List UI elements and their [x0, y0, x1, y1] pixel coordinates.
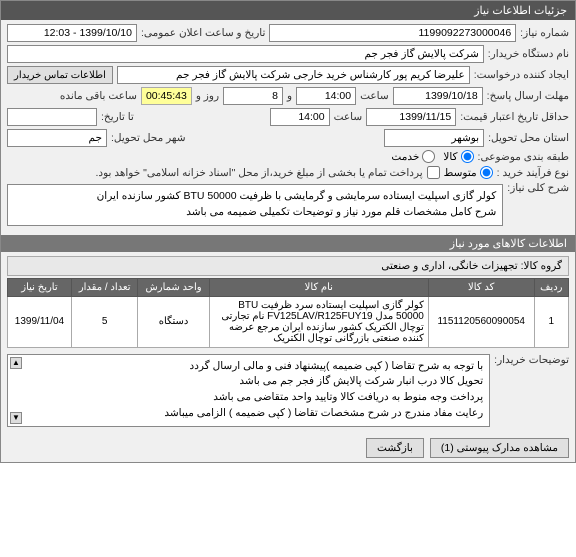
form-area: شماره نیاز: 1199092273000046 تاریخ و ساع… [1, 20, 575, 235]
need-no-label: شماره نیاز: [520, 27, 569, 39]
window-header: جزئیات اطلاعات نیاز [1, 1, 575, 20]
cell-date: 1399/11/04 [8, 296, 72, 347]
category-label: طبقه بندی موضوعی: [478, 151, 569, 163]
cell-idx: 1 [534, 296, 568, 347]
process-note: پرداخت تمام یا بخشی از مبلغ خرید،از محل … [95, 167, 422, 179]
remain-label: ساعت باقی مانده [60, 90, 137, 102]
delivery-city-label: شهر محل تحویل: [111, 132, 186, 144]
desc-label: شرح کلی نیاز: [507, 182, 569, 194]
creator-field: علیرضا کریم پور کارشناس خرید خارجی شرکت … [117, 66, 470, 84]
col-qty: تعداد / مقدار [71, 278, 138, 296]
col-name: نام کالا [209, 278, 428, 296]
col-unit: واحد شمارش [138, 278, 209, 296]
hour-label-1: ساعت [360, 90, 389, 102]
deadline-hour: 14:00 [296, 87, 356, 105]
cell-unit: دستگاه [138, 296, 209, 347]
scroll-up-icon[interactable]: ▲ [10, 357, 22, 369]
treasury-checkbox[interactable] [427, 166, 440, 179]
cell-name: کولر گازی اسپلیت ایستاده سرد ظرفیت BTU 5… [209, 296, 428, 347]
validity-date: 1399/11/15 [366, 108, 456, 126]
remarks-label: توضیحات خریدار: [494, 354, 569, 366]
items-header-title: اطلاعات کالاهای مورد نیاز [450, 237, 567, 250]
contact-button[interactable]: اطلاعات تماس خریدار [7, 66, 113, 84]
deadline-date: 1399/10/18 [393, 87, 483, 105]
until-label: تا تاریخ: [101, 111, 134, 123]
cell-code: 1151120560090054 [428, 296, 534, 347]
remarks-l3: پرداخت وجه منوط به دریافت کالا وتایید وا… [14, 390, 483, 406]
category-group: کالا خدمت [391, 150, 473, 163]
remarks-box[interactable]: با توجه به شرح تقاضا ( کپی ضمیمه )پیشنها… [7, 354, 490, 427]
scroll-down-icon[interactable]: ▼ [10, 412, 22, 424]
buyer-org-field: شرکت پالایش گاز فجر جم [7, 45, 484, 63]
process-opt1[interactable]: متوسط [444, 166, 493, 179]
group-label: گروه کالا: [521, 260, 562, 272]
need-no-field: 1199092273000046 [269, 24, 516, 42]
group-value: تجهیزات خانگی، اداری و صنعتی [381, 260, 517, 272]
desc-line1: کولر گازی اسپلیت ایستاده سرمایشی و گرمای… [14, 189, 496, 205]
col-idx: ردیف [534, 278, 568, 296]
table-row[interactable]: 1 1151120560090054 کولر گازی اسپلیت ایست… [8, 296, 569, 347]
delivery-state: بوشهر [384, 129, 484, 147]
desc-line2: شرح کامل مشخصات قلم مورد نیاز و توضیحات … [14, 205, 496, 221]
announce-label: تاریخ و ساعت اعلان عمومی: [141, 27, 265, 39]
process-opt1-radio[interactable] [480, 166, 493, 179]
attachments-button[interactable]: مشاهده مدارک پیوستی (1) [430, 438, 569, 458]
footer-row: مشاهده مدارک پیوستی (1) بازگشت [1, 434, 575, 462]
deadline-label: مهلت ارسال پاسخ: [487, 90, 569, 102]
validity-label: حداقل تاریخ اعتبار قیمت: [460, 111, 569, 123]
col-code: کد کالا [428, 278, 534, 296]
category-kala-radio[interactable] [461, 150, 474, 163]
days-label: روز و [196, 90, 219, 102]
table-header-row: ردیف کد کالا نام کالا واحد شمارش تعداد /… [8, 278, 569, 296]
announce-field: 1399/10/10 - 12:03 [7, 24, 137, 42]
group-row: گروه کالا: تجهیزات خانگی، اداری و صنعتی [7, 256, 569, 276]
delivery-state-label: استان محل تحویل: [488, 132, 569, 144]
remarks-l1: با توجه به شرح تقاضا ( کپی ضمیمه )پیشنها… [14, 359, 483, 375]
col-date: تاریخ نیاز [8, 278, 72, 296]
back-button[interactable]: بازگشت [366, 438, 424, 458]
window-title: جزئیات اطلاعات نیاز [474, 5, 567, 17]
main-window: جزئیات اطلاعات نیاز شماره نیاز: 11990922… [0, 0, 576, 463]
desc-box: کولر گازی اسپلیت ایستاده سرمایشی و گرمای… [7, 184, 503, 226]
cell-qty: 5 [71, 296, 138, 347]
creator-label: ایجاد کننده درخواست: [474, 69, 569, 81]
and-label: و [287, 90, 292, 102]
remarks-l4: رعایت مفاد مندرج در شرح مشخصات تقاضا ( ک… [14, 406, 483, 422]
process-group: متوسط [444, 166, 493, 179]
buyer-org-label: نام دستگاه خریدار: [488, 48, 569, 60]
items-table: ردیف کد کالا نام کالا واحد شمارش تعداد /… [7, 278, 569, 348]
items-header-bar: اطلاعات کالاهای مورد نیاز [1, 235, 575, 252]
process-label: نوع فرآیند خرید : [497, 167, 569, 179]
category-service-radio[interactable] [422, 150, 435, 163]
delivery-city: جم [7, 129, 107, 147]
countdown-timer: 00:45:43 [141, 87, 192, 105]
category-service[interactable]: خدمت [391, 150, 435, 163]
until-field [7, 108, 97, 126]
category-kala[interactable]: کالا [443, 150, 473, 163]
validity-hour: 14:00 [270, 108, 330, 126]
hour-label-2: ساعت [334, 111, 363, 123]
items-area: گروه کالا: تجهیزات خانگی، اداری و صنعتی … [1, 252, 575, 434]
days-field: 8 [223, 87, 283, 105]
remarks-l2: تحویل کالا درب انبار شرکت پالایش گاز فجر… [14, 374, 483, 390]
